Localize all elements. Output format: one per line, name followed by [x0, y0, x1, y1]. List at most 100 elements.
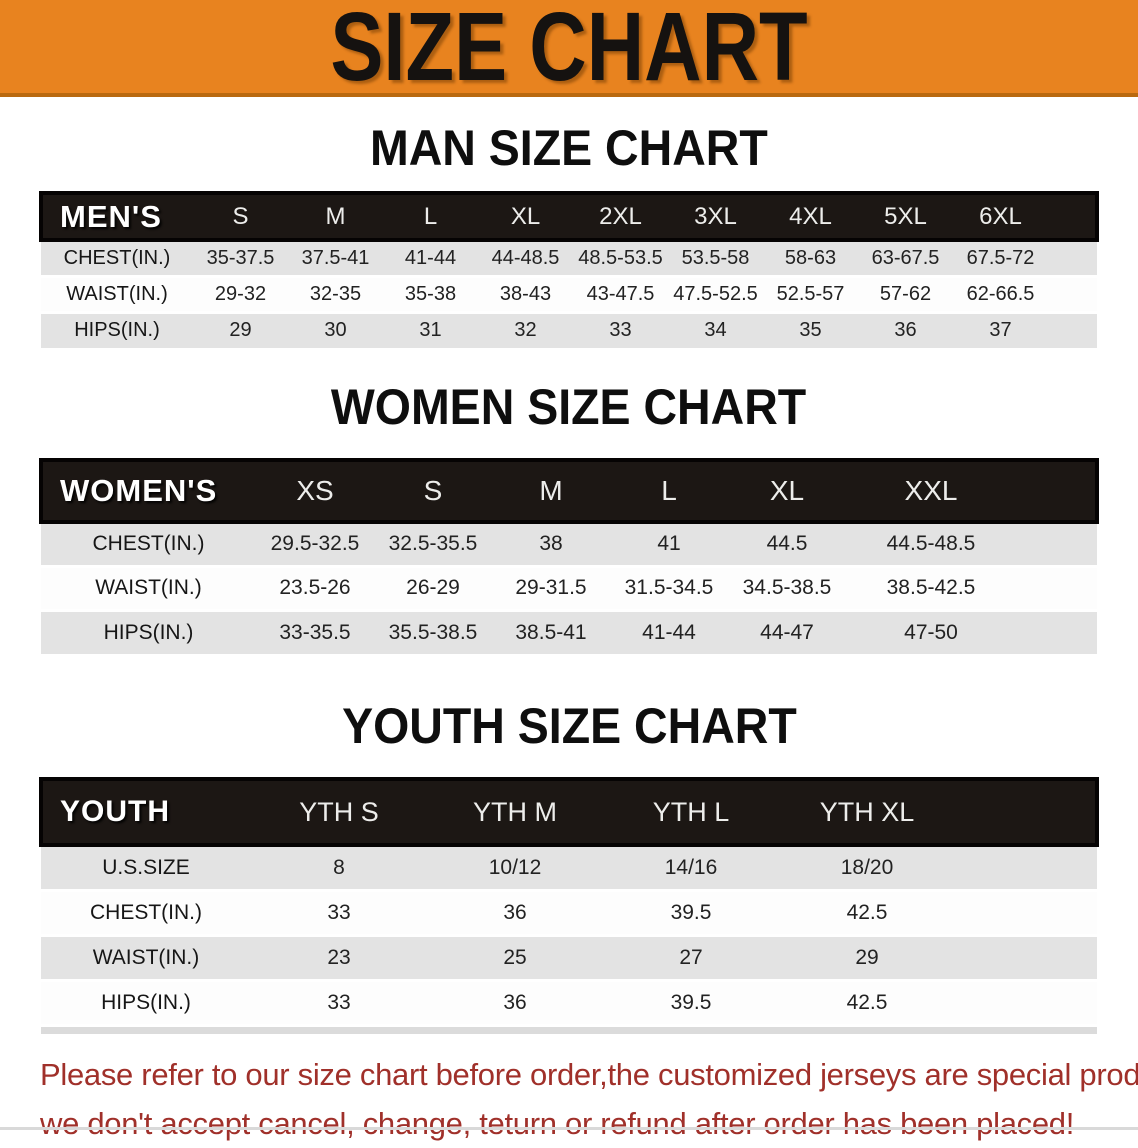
size-value-cell: 44-48.5 — [478, 238, 573, 276]
size-value-cell: 39.5 — [603, 888, 779, 935]
size-value-cell: 53.5-58 — [668, 238, 763, 276]
size-value-cell: 41-44 — [610, 608, 728, 654]
size-column-header: YTH M — [427, 777, 603, 847]
size-value-cell: 58-63 — [763, 238, 858, 276]
size-value-cell: 34 — [668, 310, 763, 348]
group-label-header: MEN'S — [39, 191, 193, 242]
measurement-label-cell: WAIST(IN.) — [41, 564, 256, 610]
size-column-header: 4XL — [763, 191, 858, 242]
size-column-header: M — [492, 458, 610, 524]
size-column-header: 5XL — [858, 191, 953, 242]
size-value-cell: 8 — [251, 843, 427, 890]
page-title-text: SIZE CHART — [330, 0, 808, 101]
size-value-cell: 10/12 — [427, 843, 603, 890]
size-value-cell: 18/20 — [779, 843, 955, 890]
measurement-label-cell: CHEST(IN.) — [41, 238, 193, 276]
size-value-cell: 37 — [953, 310, 1048, 348]
measurement-label-cell: CHEST(IN.) — [41, 520, 256, 566]
size-value-cell: 57-62 — [858, 274, 953, 312]
measurement-label-cell: WAIST(IN.) — [41, 933, 251, 980]
size-column-header: YTH S — [251, 777, 427, 847]
size-value-cell: 44.5-48.5 — [846, 520, 1016, 566]
size-value-cell: 35 — [763, 310, 858, 348]
measurement-label-cell: U.S.SIZE — [41, 843, 251, 890]
measurement-label-cell: WAIST(IN.) — [41, 274, 193, 312]
measurement-row: CHEST(IN.) 35-37.5 37.5-41 41-44 44-48.5 48.5… — [41, 238, 1097, 276]
group-label-header: YOUTH — [39, 777, 251, 847]
order-notice: Please refer to our size chart before or… — [40, 1050, 1138, 1148]
spacer-cell — [955, 888, 1097, 935]
men-section-heading: MAN SIZE CHART — [370, 120, 768, 176]
section-youth: YOUTH SIZE CHART YOUTH YTH S YTH M YTH L YTH… — [0, 700, 1138, 1034]
spacer-cell — [1048, 310, 1097, 348]
size-value-cell: 63-67.5 — [858, 238, 953, 276]
size-value-cell: 67.5-72 — [953, 238, 1048, 276]
size-column-header: XXL — [846, 458, 1016, 524]
table-footer-strip-cell — [41, 1023, 1097, 1034]
size-value-cell: 34.5-38.5 — [728, 564, 846, 610]
measurement-label-cell: CHEST(IN.) — [41, 888, 251, 935]
measurement-row: WAIST(IN.) 23.5-26 26-29 29-31.5 31.5-34.5 34… — [41, 564, 1097, 610]
size-value-cell: 32.5-35.5 — [374, 520, 492, 566]
size-value-cell: 36 — [427, 978, 603, 1025]
size-value-cell: 29 — [779, 933, 955, 980]
size-value-cell: 41-44 — [383, 238, 478, 276]
size-value-cell: 36 — [427, 888, 603, 935]
size-value-cell: 52.5-57 — [763, 274, 858, 312]
size-value-cell: 31.5-34.5 — [610, 564, 728, 610]
table-footer-strip — [41, 1023, 1097, 1034]
measurement-row: HIPS(IN.) 33 36 39.5 42.5 — [41, 978, 1097, 1025]
section-men: MAN SIZE CHART MEN'S S M L XL 2XL 3XL 4XL 5XL 6XL… — [0, 122, 1138, 348]
measurement-row: HIPS(IN.) 33-35.5 35.5-38.5 38.5-41 41-44 44-… — [41, 608, 1097, 654]
measurement-label-cell: HIPS(IN.) — [41, 608, 256, 654]
size-value-cell: 25 — [427, 933, 603, 980]
size-value-cell: 33 — [251, 978, 427, 1025]
size-value-cell: 62-66.5 — [953, 274, 1048, 312]
notice-line-1: Please refer to our size chart before or… — [40, 1057, 1138, 1092]
size-value-cell: 47-50 — [846, 608, 1016, 654]
size-column-header: XS — [256, 458, 374, 524]
size-column-header: XL — [728, 458, 846, 524]
size-value-cell: 38.5-42.5 — [846, 564, 1016, 610]
size-header-row: WOMEN'S XS S M L XL XXL — [39, 458, 1099, 524]
size-value-cell: 29-31.5 — [492, 564, 610, 610]
size-value-cell: 38.5-41 — [492, 608, 610, 654]
size-column-header: S — [193, 191, 288, 242]
size-value-cell: 44.5 — [728, 520, 846, 566]
size-value-cell: 33-35.5 — [256, 608, 374, 654]
spacer-header-cell — [955, 777, 1099, 847]
measurement-label-cell: HIPS(IN.) — [41, 310, 193, 348]
size-column-header: 2XL — [573, 191, 668, 242]
size-value-cell: 39.5 — [603, 978, 779, 1025]
size-value-cell: 29-32 — [193, 274, 288, 312]
size-column-header: 6XL — [953, 191, 1048, 242]
size-value-cell: 23 — [251, 933, 427, 980]
measurement-row: U.S.SIZE 8 10/12 14/16 18/20 — [41, 843, 1097, 890]
size-value-cell: 44-47 — [728, 608, 846, 654]
women-section-heading: WOMEN SIZE CHART — [331, 379, 807, 435]
notice-line-2: we don't accept cancel, change, teturn o… — [40, 1106, 1075, 1141]
measurement-label-cell: HIPS(IN.) — [41, 978, 251, 1025]
size-value-cell: 38-43 — [478, 274, 573, 312]
size-value-cell: 47.5-52.5 — [668, 274, 763, 312]
spacer-cell — [955, 933, 1097, 980]
women-size-table: WOMEN'S XS S M L XL XXL CHEST(IN.) 29.5-32.5 32.5… — [39, 458, 1099, 654]
size-value-cell: 36 — [858, 310, 953, 348]
size-column-header: YTH XL — [779, 777, 955, 847]
spacer-cell — [955, 978, 1097, 1025]
size-value-cell: 42.5 — [779, 888, 955, 935]
size-value-cell: 29 — [193, 310, 288, 348]
spacer-cell — [1016, 608, 1097, 654]
size-value-cell: 27 — [603, 933, 779, 980]
size-column-header: L — [383, 191, 478, 242]
spacer-cell — [1048, 238, 1097, 276]
spacer-header-cell — [1048, 191, 1099, 242]
bottom-edge-divider — [0, 1127, 1138, 1130]
size-value-cell: 48.5-53.5 — [573, 238, 668, 276]
spacer-cell — [1048, 274, 1097, 312]
size-value-cell: 33 — [251, 888, 427, 935]
size-value-cell: 41 — [610, 520, 728, 566]
size-value-cell: 14/16 — [603, 843, 779, 890]
measurement-row: CHEST(IN.) 33 36 39.5 42.5 — [41, 888, 1097, 935]
